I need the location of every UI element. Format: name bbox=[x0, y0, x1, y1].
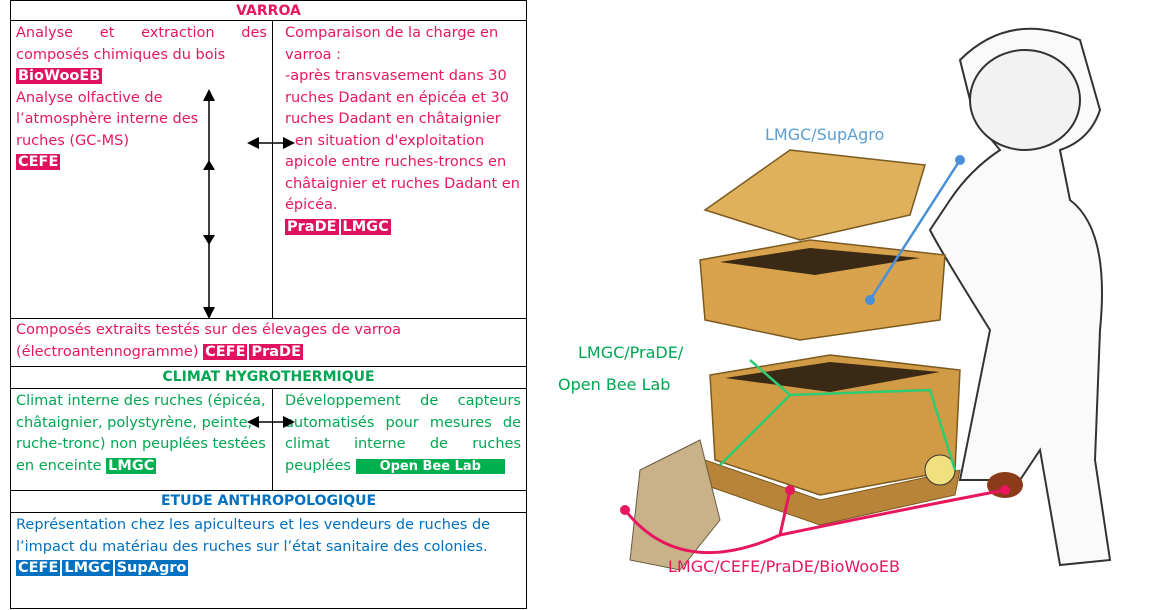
text: - en situation d'exploitation apicole en… bbox=[285, 132, 520, 214]
tag: PraDE bbox=[249, 343, 303, 360]
label: LMGC/CEFE/PraDE/BioWooEB bbox=[668, 557, 900, 576]
tag: BioWooEB bbox=[16, 68, 103, 84]
label: LMGC/PraDE/ bbox=[578, 343, 684, 362]
tag: Open Bee Lab bbox=[355, 458, 505, 474]
cell: Comparaison de la charge en varroa : -ap… bbox=[273, 21, 526, 318]
illustration bbox=[620, 27, 1112, 571]
text: Climat interne des ruches (épicéa, châta… bbox=[16, 393, 266, 474]
tag: LMGC bbox=[62, 560, 113, 576]
label: Open Bee Lab bbox=[558, 375, 671, 394]
row: Climat interne des ruches (épicéa, châta… bbox=[11, 389, 526, 491]
text: Développement de capteurs automatisés po… bbox=[285, 393, 521, 474]
text: Analyse et extraction des composés chimi… bbox=[16, 25, 267, 63]
tag: CEFE bbox=[203, 343, 248, 360]
table: VARROA Analyse et extraction des composé… bbox=[10, 0, 527, 609]
section-title: CLIMAT HYGROTHERMIQUE bbox=[11, 367, 526, 389]
cell: Analyse et extraction des composés chimi… bbox=[11, 21, 273, 318]
text: Représentation chez les apiculteurs et l… bbox=[16, 517, 491, 555]
text: Composés extraits testés sur des élevage… bbox=[16, 322, 401, 360]
section-title: ETUDE ANTHROPOLOGIQUE bbox=[11, 491, 526, 513]
tag: CEFE bbox=[16, 560, 61, 576]
cell: Climat interne des ruches (épicéa, châta… bbox=[11, 389, 273, 490]
tag: PraDE bbox=[285, 218, 339, 235]
tag: SupAgro bbox=[114, 560, 189, 576]
text: -après transvasement dans 30 ruches Dada… bbox=[285, 68, 509, 127]
cell: Développement de capteurs automatisés po… bbox=[273, 389, 526, 490]
text: Analyse olfactive de l’atmosphère intern… bbox=[16, 89, 199, 149]
section-title: VARROA bbox=[11, 1, 526, 21]
tag: CEFE bbox=[16, 154, 61, 170]
label: LMGC/SupAgro bbox=[765, 125, 885, 144]
text: Comparaison de la charge en varroa : bbox=[285, 25, 499, 63]
row: Composés extraits testés sur des élevage… bbox=[11, 319, 526, 367]
row: Représentation chez les apiculteurs et l… bbox=[11, 513, 526, 610]
tag: LMGC bbox=[106, 457, 157, 474]
row: Analyse et extraction des composés chimi… bbox=[11, 21, 526, 319]
tag: LMGC bbox=[340, 218, 391, 235]
